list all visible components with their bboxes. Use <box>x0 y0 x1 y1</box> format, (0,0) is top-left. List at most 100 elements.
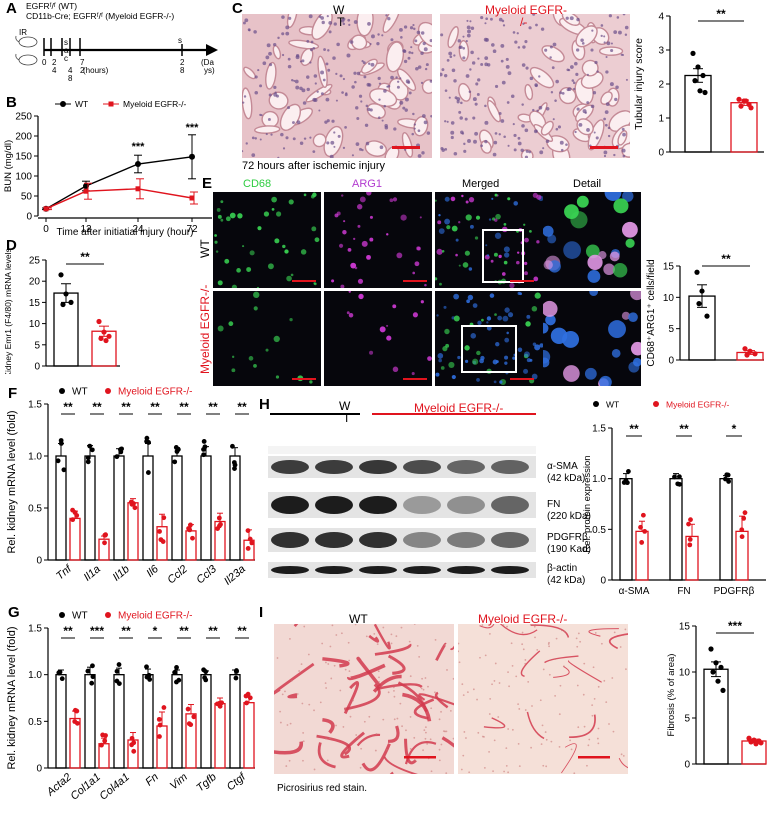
nucleus <box>559 140 564 145</box>
data-point-myeloid-egfr <box>157 734 162 739</box>
fluor-cell <box>611 349 621 358</box>
fluor-cell <box>267 263 274 270</box>
nucleus <box>320 92 324 96</box>
data-point-wt <box>676 474 682 480</box>
cell-dot <box>444 643 447 646</box>
cell-dot <box>583 662 586 665</box>
cell-dot <box>330 677 333 680</box>
nucleus <box>393 127 397 131</box>
nucleus <box>484 56 489 60</box>
nucleus <box>456 97 461 101</box>
cell-dot <box>505 747 508 750</box>
cell-dot <box>503 770 505 773</box>
fluor-cell <box>412 271 416 275</box>
nucleus <box>559 91 563 95</box>
nucleus <box>295 54 300 58</box>
fluor-cell <box>419 216 422 219</box>
nucleus <box>493 140 498 145</box>
fluor-cell <box>357 278 364 284</box>
nucleus <box>484 62 489 67</box>
nucleus <box>251 136 255 140</box>
fluor-cell <box>274 238 280 244</box>
band-size-pdgfrb: (190 Kad) <box>547 544 591 555</box>
bar-myeloid-egfr <box>214 520 226 561</box>
h-group-ko-line <box>372 413 536 415</box>
significance-label: * <box>732 422 737 436</box>
fluor-cell <box>543 349 551 364</box>
nucleus <box>490 17 493 21</box>
nucleus <box>409 26 414 30</box>
cell-dot <box>348 670 351 673</box>
fluor-cell <box>502 315 509 322</box>
legend-marker-ko <box>105 612 111 618</box>
fluor-cell <box>461 194 464 198</box>
cell-dot <box>286 724 289 726</box>
significance-label: ** <box>121 624 131 638</box>
nucleus <box>328 20 333 25</box>
cell-dot <box>382 718 385 721</box>
tubule-lumen <box>447 26 459 49</box>
day-28-b: 8 <box>180 66 185 75</box>
y-axis-label: Kidney Emr1 (F4/80) mRNA levels <box>3 248 13 374</box>
nucleus <box>466 25 471 30</box>
cell-dot <box>605 701 608 704</box>
nucleus <box>242 21 246 25</box>
data-point-myeloid-egfr <box>98 335 104 342</box>
he-image-wt <box>242 14 432 158</box>
cell-dot <box>326 759 329 762</box>
fluor-cell <box>493 252 498 257</box>
c-label-ko-cont: /- <box>520 15 528 29</box>
fluor-cell <box>314 237 320 243</box>
fluor-cell <box>340 284 345 288</box>
nucleus <box>532 108 535 112</box>
significance-label: * <box>153 624 158 638</box>
collagen-fiber <box>389 771 394 774</box>
panel-label-b: B <box>6 94 17 111</box>
nucleus <box>622 154 626 158</box>
x-tick-label: Tnf <box>54 563 75 583</box>
fluor-cell <box>486 316 492 321</box>
fluor-cell <box>412 312 418 318</box>
fluor-cell <box>437 220 442 225</box>
sac-end-s: s <box>178 36 182 45</box>
cell-dot <box>313 709 315 712</box>
fluor-cell <box>440 366 445 370</box>
cell-dot <box>458 661 461 664</box>
fluor-cell <box>545 314 556 326</box>
cell-dot <box>424 737 427 740</box>
e-img-wt-detail <box>543 192 641 288</box>
y-axis-label: CD68⁺ARG1⁺ cells/field <box>646 259 657 366</box>
nucleus <box>459 45 463 49</box>
blot-band <box>491 532 529 548</box>
cell-dot <box>521 643 524 646</box>
data-point-wt <box>696 301 702 307</box>
y-tick-label: 1.0 <box>592 474 606 485</box>
tubule-lumen <box>272 44 282 60</box>
nucleus <box>399 77 402 80</box>
fluor-cell <box>336 211 341 216</box>
nucleus <box>462 35 465 38</box>
nucleus <box>444 147 448 151</box>
nucleus <box>379 145 384 150</box>
nucleus <box>570 65 574 69</box>
collagen-fiber <box>441 736 454 748</box>
collagen-fiber <box>356 733 381 747</box>
cell-dot <box>612 730 615 733</box>
nucleus <box>582 109 587 114</box>
fluor-cell <box>599 375 612 386</box>
nucleus <box>429 39 432 43</box>
fluor-cell <box>534 344 541 351</box>
fluor-cell <box>608 320 626 339</box>
nucleus <box>538 105 543 110</box>
data-point-myeloid-egfr <box>188 522 193 528</box>
fluor-cell <box>225 216 231 222</box>
fluor-cell <box>531 373 538 380</box>
nucleus <box>259 113 262 117</box>
cell-dot <box>281 693 284 696</box>
cell-dot <box>446 669 448 671</box>
nucleus <box>285 136 289 140</box>
cell-dot <box>413 624 416 625</box>
cell-dot <box>577 632 580 635</box>
cell-dot <box>493 680 496 682</box>
nucleus <box>498 17 503 22</box>
